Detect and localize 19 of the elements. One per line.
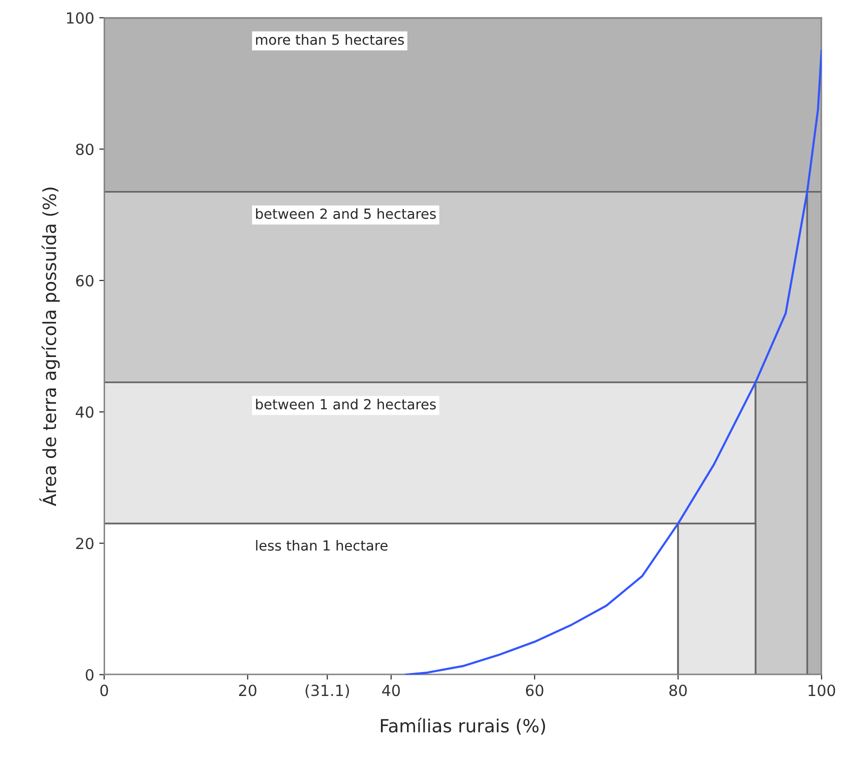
- band-label: less than 1 hectare: [256, 540, 388, 551]
- band-label: between 2 and 5 hectares: [256, 208, 436, 219]
- band-label: more than 5 hectares: [256, 34, 404, 45]
- x-tick-label: 20: [239, 684, 256, 696]
- y-tick-label: 60: [76, 274, 94, 287]
- x-tick-label: (31.1): [306, 684, 349, 698]
- x-tick-label: 100: [808, 684, 836, 696]
- y-tick-label: 20: [76, 538, 94, 550]
- y-tick-label: 0: [86, 669, 94, 681]
- y-axis-title: Área de terra agrícola possuída (%): [39, 188, 60, 506]
- x-tick-label: 40: [382, 684, 400, 696]
- y-tick-label: 100: [66, 12, 94, 24]
- x-tick-label: 80: [669, 684, 687, 696]
- y-tick-label: 40: [76, 406, 94, 418]
- x-tick-label: 0: [100, 684, 108, 696]
- y-tick-label: 80: [76, 144, 94, 156]
- x-axis-title: Famílias rurais (%): [380, 718, 546, 735]
- band-label: between 1 and 2 hectares: [256, 398, 436, 410]
- x-tick-label: 60: [526, 684, 544, 696]
